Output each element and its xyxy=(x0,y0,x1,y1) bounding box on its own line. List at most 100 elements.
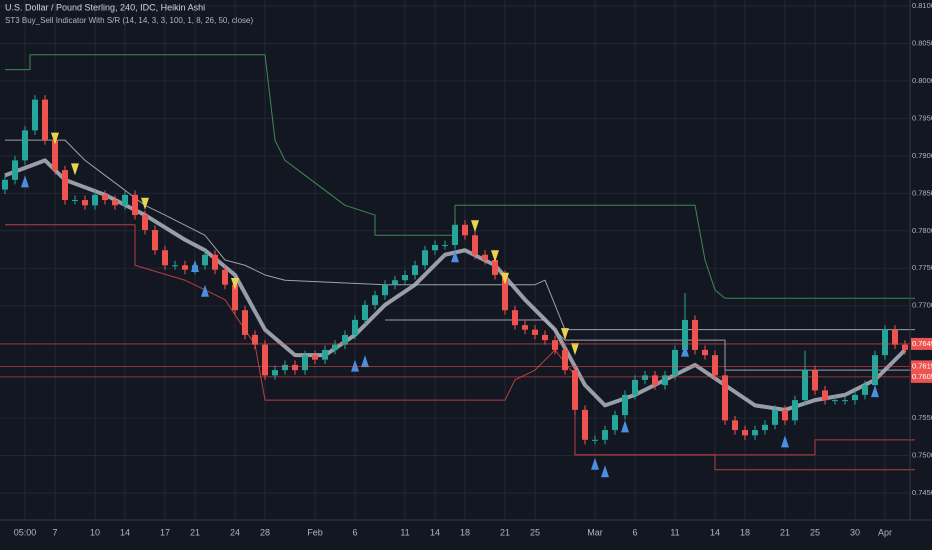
price-label: 0.7605 xyxy=(912,372,932,381)
candle-body xyxy=(602,430,608,440)
candle-body xyxy=(362,304,368,320)
candle-body xyxy=(312,355,318,360)
candle-body xyxy=(872,355,878,386)
candle-body xyxy=(832,400,838,402)
x-tick-label: 30 xyxy=(850,527,860,537)
candle-body xyxy=(692,319,698,350)
chart-title: U.S. Dollar / Pound Sterling, 240, IDC, … xyxy=(5,2,205,12)
candle-body xyxy=(222,269,228,285)
candle-body xyxy=(382,284,388,296)
candle-body xyxy=(432,245,438,251)
buy-marker xyxy=(451,250,459,263)
buy-marker xyxy=(591,457,599,470)
x-tick-label: 11 xyxy=(400,527,409,537)
buy-marker xyxy=(871,385,879,398)
candle-body xyxy=(302,355,308,371)
price-label: 0.7619 xyxy=(912,361,932,370)
candle-body xyxy=(682,319,688,350)
candle-body xyxy=(262,344,268,376)
candle-body xyxy=(42,99,48,141)
x-tick-label: Mar xyxy=(587,527,603,537)
x-tick-label: 11 xyxy=(670,527,679,537)
candle-body xyxy=(412,265,418,275)
candle-body xyxy=(172,265,178,267)
candle-body xyxy=(902,344,908,350)
x-tick-label: 24 xyxy=(230,527,240,537)
candle-body xyxy=(442,245,448,247)
candle-body xyxy=(252,334,258,345)
support-resistance-line xyxy=(5,54,915,299)
candle-body xyxy=(632,379,638,395)
candle-body xyxy=(712,355,718,376)
x-tick-label: 14 xyxy=(710,527,720,537)
candle-body xyxy=(142,215,148,231)
x-tick-label: 21 xyxy=(780,527,790,537)
x-tick-label: 18 xyxy=(740,527,750,537)
candle-body xyxy=(812,370,818,391)
candle-body xyxy=(352,319,358,335)
candle-body xyxy=(662,375,668,386)
x-tick-label: 14 xyxy=(120,527,130,537)
candle-body xyxy=(762,424,768,431)
candle-body xyxy=(482,254,488,260)
sell-marker xyxy=(231,277,239,290)
candle-body xyxy=(822,390,828,401)
candle-body xyxy=(582,409,588,440)
sell-marker xyxy=(491,250,499,263)
candle-body xyxy=(212,254,218,270)
buy-marker xyxy=(351,359,359,372)
support-resistance-line xyxy=(5,139,915,331)
candle-body xyxy=(472,235,478,255)
x-tick-label: 10 xyxy=(90,527,100,537)
x-tick-label: 21 xyxy=(190,527,200,537)
x-tick-label: 7 xyxy=(52,527,57,537)
sell-marker xyxy=(471,220,479,233)
candle-body xyxy=(522,325,528,330)
x-tick-label: Apr xyxy=(878,527,892,537)
candle-body xyxy=(202,254,208,266)
candle-body xyxy=(242,310,248,335)
candle-body xyxy=(852,394,858,401)
candle-body xyxy=(572,370,578,410)
sell-marker xyxy=(141,197,149,210)
buy-marker xyxy=(621,420,629,433)
candle-body xyxy=(12,160,18,180)
sell-marker xyxy=(561,328,569,341)
x-tick-label: 18 xyxy=(460,527,470,537)
candle-body xyxy=(612,415,618,431)
candle-body xyxy=(752,430,758,436)
candle-body xyxy=(492,260,498,275)
candle-body xyxy=(162,250,168,266)
candle-body xyxy=(342,334,348,345)
candle-body xyxy=(32,99,38,131)
price-label: 0.7649 xyxy=(912,339,932,348)
candle-body xyxy=(62,170,68,201)
candle-body xyxy=(102,194,108,201)
candle-body xyxy=(622,394,628,416)
x-tick-label: 6 xyxy=(352,527,357,537)
candle-body xyxy=(802,370,808,401)
candle-body xyxy=(882,329,888,356)
candle-body xyxy=(392,280,398,285)
buy-marker xyxy=(781,435,789,448)
moving-average-line xyxy=(4,158,907,412)
candle-body xyxy=(642,375,648,380)
buy-marker xyxy=(191,260,199,272)
candle-body xyxy=(72,200,78,202)
sell-marker xyxy=(571,343,579,356)
x-tick-label: 14 xyxy=(430,527,440,537)
candle-body xyxy=(742,430,748,436)
x-tick-label: 17 xyxy=(160,527,170,537)
candle-body xyxy=(112,200,118,206)
candle-body xyxy=(512,310,518,326)
candle-body xyxy=(322,349,328,360)
candle-body xyxy=(232,284,238,311)
price-label-box xyxy=(911,360,932,373)
